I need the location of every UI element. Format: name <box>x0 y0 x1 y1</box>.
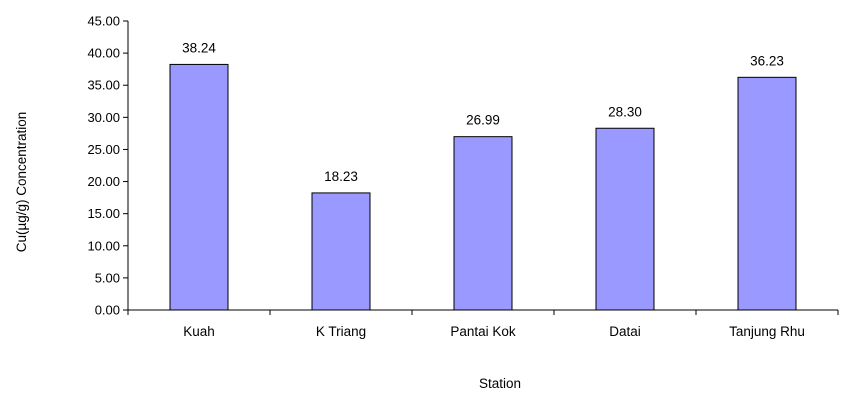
x-category-label: Kuah <box>183 324 215 339</box>
x-category-label: Tanjung Rhu <box>729 324 805 339</box>
y-tick-label: 10.00 <box>87 238 120 253</box>
data-label: 28.30 <box>608 104 642 119</box>
data-labels: 38.24 18.23 26.99 28.30 36.23 <box>182 40 784 184</box>
y-tick-label: 25.00 <box>87 142 120 157</box>
bar-datai <box>595 127 655 311</box>
y-tick-label: 40.00 <box>87 46 120 61</box>
y-tick-label: 35.00 <box>87 78 120 93</box>
y-tick-label: 15.00 <box>87 206 120 221</box>
x-axis-categories: Kuah K Triang Pantai Kok Datai Tanjung Rhu <box>127 310 839 339</box>
bar-tanjung-rhu <box>737 76 797 311</box>
bar-pantai-kok <box>453 136 513 311</box>
bar-k-triang <box>311 192 371 311</box>
y-axis-ticks: 0.00 5.00 10.00 15.00 20.00 25.00 30.00 35.00 40… <box>87 14 128 318</box>
y-tick-label: 45.00 <box>87 14 120 29</box>
x-category-label: Datai <box>609 324 641 339</box>
x-category-label: K Triang <box>316 324 366 339</box>
data-label: 18.23 <box>324 169 358 184</box>
y-axis-title: Cu(µg/g) Concentration <box>14 112 29 253</box>
data-label: 36.23 <box>750 53 784 68</box>
data-label: 38.24 <box>182 40 216 55</box>
x-category-label: Pantai Kok <box>450 324 516 339</box>
y-tick-label: 20.00 <box>87 174 120 189</box>
data-label: 26.99 <box>466 113 500 128</box>
x-axis-title: Station <box>479 376 521 391</box>
bars <box>169 63 797 311</box>
bar-kuah <box>169 63 229 311</box>
y-tick-label: 0.00 <box>95 303 120 318</box>
y-tick-label: 30.00 <box>87 110 120 125</box>
y-tick-label: 5.00 <box>95 270 120 285</box>
